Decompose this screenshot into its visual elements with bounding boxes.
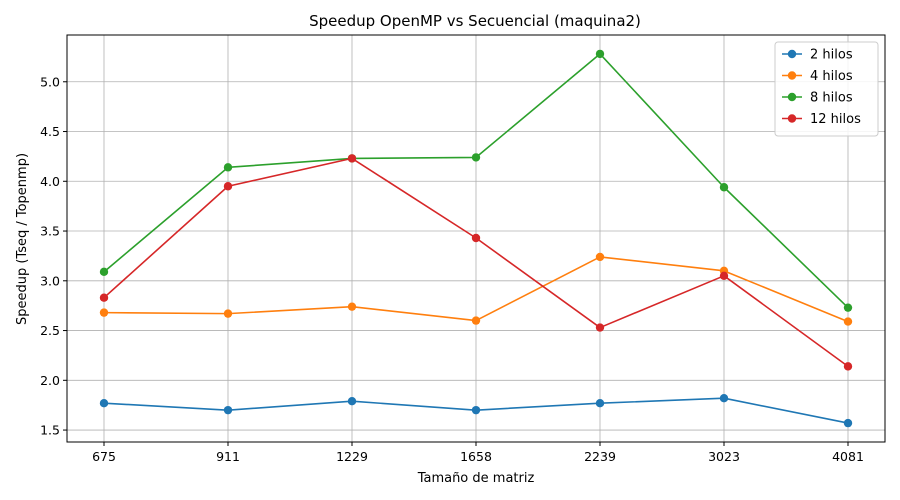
grid xyxy=(67,35,885,442)
data-point xyxy=(223,309,233,318)
data-point xyxy=(595,252,605,262)
data-point xyxy=(471,153,481,162)
y-tick-label: 1.5 xyxy=(40,423,60,438)
data-point xyxy=(99,308,109,317)
data-point xyxy=(843,303,853,312)
y-tick-label: 3.5 xyxy=(40,224,60,239)
y-tick-label: 4.5 xyxy=(40,124,60,139)
series-12-hilos xyxy=(99,154,853,371)
data-point xyxy=(719,271,729,281)
series-2-hilos xyxy=(99,394,853,428)
y-tick-label: 2.0 xyxy=(40,373,60,388)
data-point xyxy=(99,293,109,302)
data-point xyxy=(99,267,109,277)
legend: 2 hilos 4 hilos 8 hilos 12 hilos xyxy=(774,41,879,137)
data-point xyxy=(471,316,481,325)
data-point xyxy=(223,182,233,191)
legend-marker xyxy=(787,114,797,123)
data-point xyxy=(471,405,481,415)
legend-item: 4 hilos xyxy=(782,69,853,84)
legend-marker xyxy=(787,49,797,59)
legend-item: 2 hilos xyxy=(782,48,853,63)
legend-item: 8 hilos xyxy=(782,91,853,106)
x-tick-label: 675 xyxy=(92,449,116,464)
legend-item: 12 hilos xyxy=(782,112,861,127)
y-tick-label: 4.0 xyxy=(40,174,60,189)
y-tick-label: 3.0 xyxy=(40,273,60,288)
data-point xyxy=(595,398,605,408)
legend-label: 2 hilos xyxy=(810,48,853,63)
legend-marker xyxy=(787,92,797,102)
y-tick-label: 5.0 xyxy=(40,74,60,89)
data-point xyxy=(223,405,233,415)
series-layer xyxy=(99,49,853,428)
data-point xyxy=(843,362,853,371)
axis-ticks: 675 911 1229 1658 2239 3023 4081 1.5 2.0 2.5 3.0 3.… xyxy=(40,74,864,464)
data-point xyxy=(843,418,853,428)
chart-title: Speedup OpenMP vs Secuencial (maquina2) xyxy=(309,12,641,30)
data-point xyxy=(347,397,357,406)
data-point xyxy=(471,233,481,243)
data-point xyxy=(595,49,605,59)
data-point xyxy=(347,302,357,311)
x-tick-label: 1229 xyxy=(336,449,368,464)
legend-label: 8 hilos xyxy=(810,91,853,106)
legend-box xyxy=(774,41,879,137)
legend-label: 12 hilos xyxy=(810,112,861,127)
y-axis-label: Speedup (Tseq / Topenmp) xyxy=(15,153,30,325)
x-tick-label: 2239 xyxy=(584,449,616,464)
x-tick-label: 3023 xyxy=(708,449,740,464)
series-4-hilos xyxy=(99,252,853,326)
data-point xyxy=(719,183,729,192)
x-tick-label: 1658 xyxy=(460,449,492,464)
x-axis-label: Tamaño de matriz xyxy=(417,471,535,486)
x-tick-label: 4081 xyxy=(832,449,864,464)
data-point xyxy=(843,317,853,326)
data-point xyxy=(719,394,729,403)
data-point xyxy=(595,323,605,332)
data-point xyxy=(223,163,233,172)
data-point xyxy=(347,154,357,163)
data-point xyxy=(99,398,109,408)
y-tick-label: 2.5 xyxy=(40,323,60,338)
x-tick-label: 911 xyxy=(216,449,240,464)
legend-marker xyxy=(787,71,797,80)
legend-label: 4 hilos xyxy=(810,69,853,84)
